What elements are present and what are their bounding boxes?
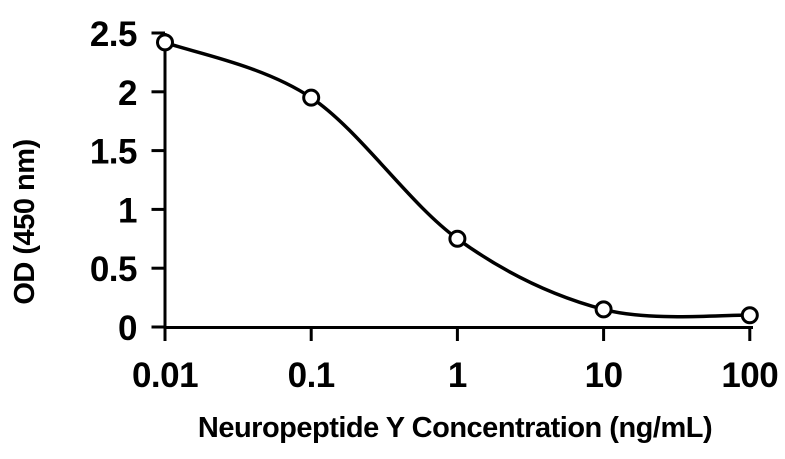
data-point-marker [302,88,321,107]
data-point-marker [594,300,613,319]
data-point-marker [740,306,759,325]
axes-layer [151,31,753,341]
x-tick-label: 1 [448,356,467,395]
x-tick-label: 0.1 [288,356,335,395]
y-tick-label: 1.5 [90,133,137,172]
tick-label-layer: 0 0.5 1 1.5 2 2.5 0.01 0.1 1 10 100 [90,15,779,395]
y-tick-label: 2 [118,74,137,113]
x-tick-label: 0.01 [132,356,198,395]
data-point-marker [156,33,174,52]
x-tick-label: 10 [585,356,623,395]
y-axis-title: OD (450 nm) [9,139,41,304]
x-axis-title: Neuropeptide Y Concentration (ng/mL) [198,412,712,444]
y-tick-label: 2.5 [90,15,137,54]
y-tick-label: 0.5 [90,250,137,289]
series-layer [156,33,759,325]
x-tick-label: 100 [721,356,778,395]
data-point-marker [448,229,467,248]
y-tick-label: 1 [118,191,137,230]
y-tick-label: 0 [118,309,137,348]
standard-curve-line [163,40,752,319]
